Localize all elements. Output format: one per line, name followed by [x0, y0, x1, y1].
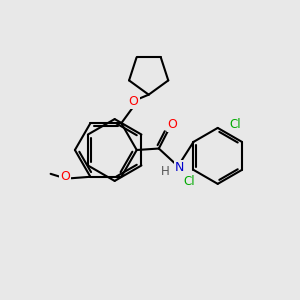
Text: O: O: [168, 118, 178, 131]
Text: O: O: [129, 95, 139, 108]
Text: H: H: [161, 165, 170, 178]
Text: N: N: [175, 161, 184, 174]
Text: Cl: Cl: [183, 175, 195, 188]
Text: O: O: [60, 170, 70, 183]
Text: Cl: Cl: [229, 118, 241, 131]
